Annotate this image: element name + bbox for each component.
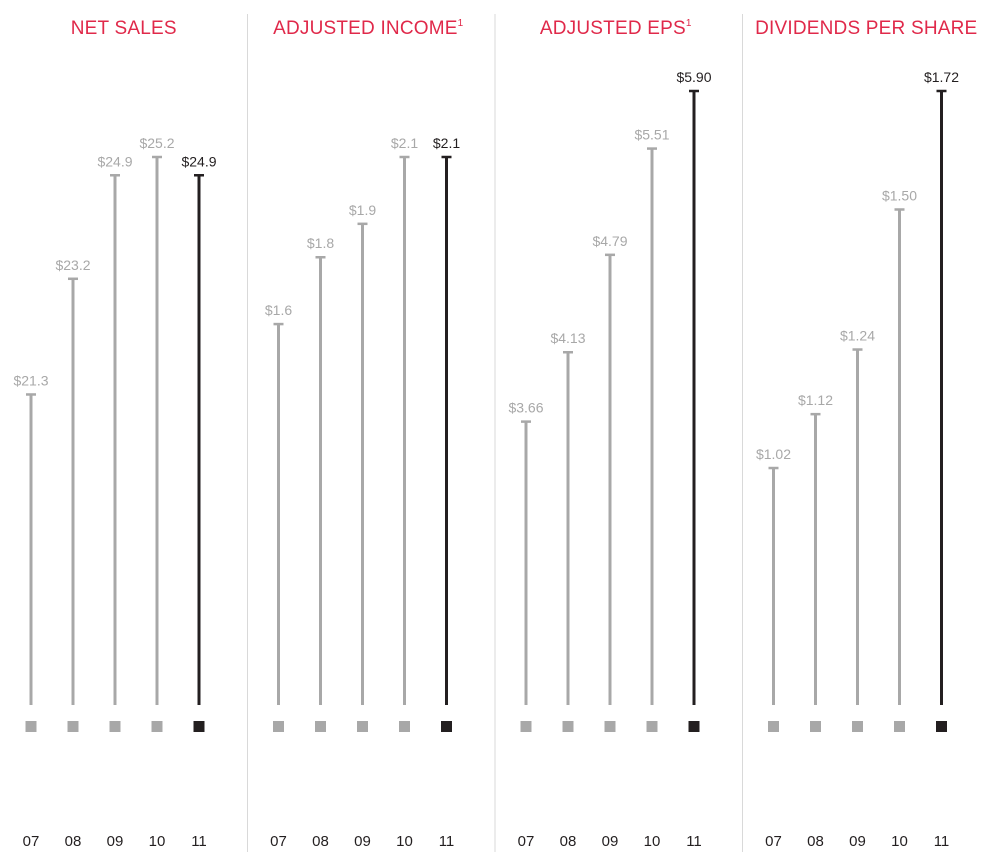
data-label-08: $1.12 [798,392,833,408]
bar-base-marker-10 [646,721,658,732]
x-tick-label-07: 07 [270,833,287,850]
x-tick-label-10: 10 [644,833,661,850]
x-tick-label-08: 08 [65,833,82,850]
bar-base-marker-08 [67,721,79,732]
chart-title-text: ADJUSTED INCOME [273,18,458,39]
chart-title: ADJUSTED INCOME1 [273,18,464,39]
chart-panel-1: NET SALES $21.3 07 $23.2 08 $24.9 09 $25.2 10 $24… [13,18,216,850]
x-tick-label-08: 08 [807,833,824,850]
bar-base-marker-11 [936,721,947,732]
data-label-11: $5.90 [676,69,711,85]
chart-title-text: NET SALES [71,18,177,39]
chart-title: NET SALES [71,18,177,39]
data-label-10: $25.2 [139,135,174,151]
bar-base-marker-11 [688,721,700,732]
x-tick-label-10: 10 [891,833,908,850]
x-tick-label-09: 09 [354,833,371,850]
x-tick-label-08: 08 [312,833,329,850]
x-tick-label-10: 10 [396,833,413,850]
bar-base-marker-07 [273,721,284,732]
x-tick-label-08: 08 [560,833,577,850]
x-tick-label-11: 11 [934,833,950,850]
bar-base-marker-08 [315,721,326,732]
bar-base-marker-10 [151,721,163,732]
data-label-11: $2.1 [433,135,460,151]
data-label-07: $1.6 [265,302,292,318]
chart-panel-4: DIVIDENDS PER SHARE $1.02 07 $1.12 08 $1.24 09… [742,14,977,852]
data-label-07: $3.66 [508,400,543,416]
chart-title-text: DIVIDENDS PER SHARE [755,18,977,39]
data-label-07: $1.02 [756,446,791,462]
data-label-10: $1.50 [882,187,917,203]
bar-base-marker-07 [520,721,532,732]
x-tick-label-11: 11 [686,833,702,850]
data-label-09: $1.24 [840,328,875,344]
chart-panel-2: ADJUSTED INCOME1 $1.6 07 $1.8 08 $1.9 09 $2.1 10… [247,14,464,852]
x-tick-label-09: 09 [849,833,866,850]
bar-base-marker-07 [768,721,779,732]
data-label-10: $2.1 [391,135,418,151]
bar-base-marker-11 [193,721,205,732]
data-label-09: $24.9 [97,153,132,169]
bar-base-marker-08 [562,721,574,732]
data-label-08: $1.8 [307,235,334,251]
chart-panel-3: ADJUSTED EPS1 $3.66 07 $4.13 08 $4.79 09 $5.51 1… [494,14,712,852]
x-tick-label-10: 10 [149,833,166,850]
x-tick-label-09: 09 [107,833,124,850]
data-label-10: $5.51 [634,127,669,143]
bar-base-marker-09 [357,721,368,732]
chart-title: ADJUSTED EPS1 [540,18,692,39]
data-label-09: $4.79 [592,233,627,249]
data-label-11: $24.9 [181,153,216,169]
bar-base-marker-10 [894,721,905,732]
bar-base-marker-11 [441,721,452,732]
data-label-08: $4.13 [550,330,585,346]
bar-base-marker-09 [109,721,121,732]
data-label-08: $23.2 [55,257,90,273]
chart-title-text: ADJUSTED EPS [540,18,686,39]
bar-base-marker-10 [399,721,410,732]
data-label-09: $1.9 [349,202,376,218]
bar-base-marker-08 [810,721,821,732]
chart-title-superscript: 1 [686,18,692,29]
bar-base-marker-09 [852,721,863,732]
x-tick-label-07: 07 [23,833,40,850]
data-label-07: $21.3 [13,372,48,388]
x-tick-label-11: 11 [439,833,455,850]
bar-base-marker-09 [604,721,616,732]
x-tick-label-09: 09 [602,833,619,850]
x-tick-label-11: 11 [191,833,207,850]
chart-title-superscript: 1 [458,18,464,29]
x-tick-label-07: 07 [518,833,535,850]
data-label-11: $1.72 [924,69,959,85]
chart-title: DIVIDENDS PER SHARE [755,18,977,39]
bar-base-marker-07 [25,721,37,732]
x-tick-label-07: 07 [765,833,782,850]
